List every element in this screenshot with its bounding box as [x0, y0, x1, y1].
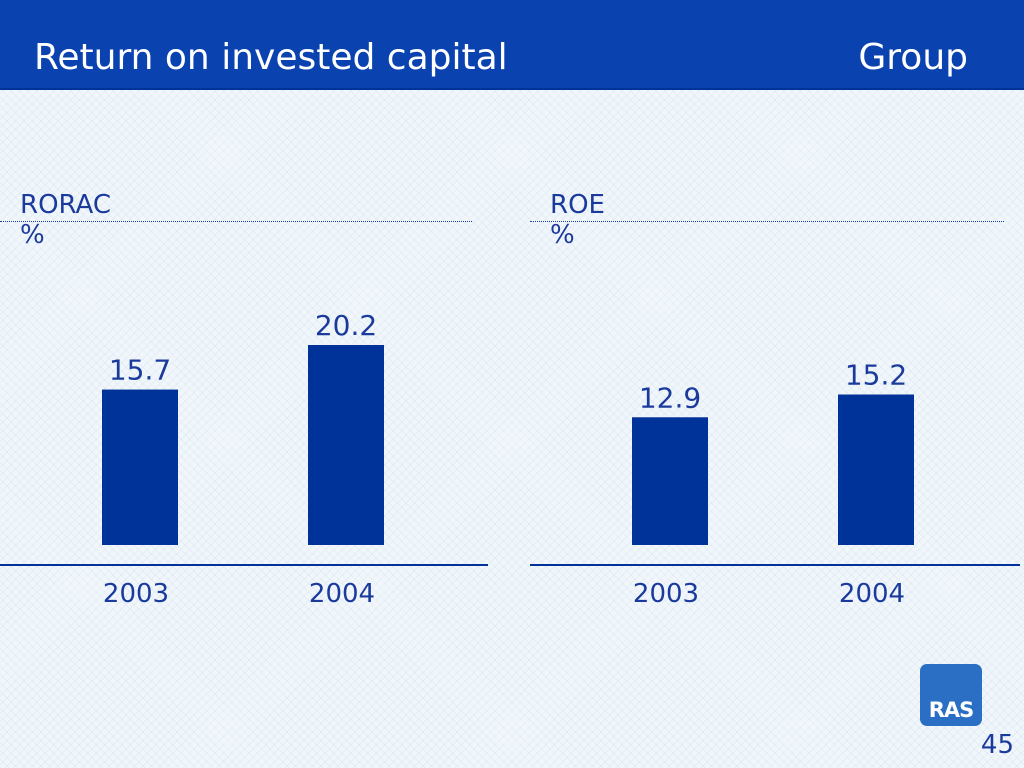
rorac-data-label-2003: 15.7	[109, 354, 171, 387]
group-label: Group	[858, 37, 968, 78]
ras-logo-text: RAS	[928, 698, 975, 722]
roe-tick-label-2003: 2003	[633, 579, 699, 609]
rorac-unit: %	[20, 220, 45, 250]
roe-bar-2003	[632, 417, 708, 545]
rorac-data-label-2004: 20.2	[315, 309, 377, 342]
roe-chart: 12.9 2003 15.2 2004	[530, 359, 1020, 609]
rorac-divider	[0, 221, 472, 222]
page-number: 45	[980, 730, 1014, 760]
slide-header: Return on invested capital Group	[0, 0, 1024, 90]
rorac-tick-label-2004: 2004	[309, 579, 375, 609]
rorac-bar-2003	[102, 389, 178, 545]
roe-divider	[530, 221, 1004, 222]
rorac-bar-2004	[308, 345, 384, 545]
rorac-tick-label-2003: 2003	[103, 579, 169, 609]
roe-tick-label-2004: 2004	[839, 579, 905, 609]
roe-bar-2004	[838, 394, 914, 545]
rorac-chart: 15.7 2003 20.2 2004	[0, 309, 488, 609]
roe-unit: %	[550, 220, 575, 250]
ras-logo: RAS	[920, 664, 982, 726]
slide-title: Return on invested capital	[34, 37, 508, 78]
roe-title: ROE	[550, 190, 605, 220]
roe-data-label-2003: 12.9	[639, 381, 701, 414]
rorac-title: RORAC	[20, 190, 112, 220]
roe-data-label-2004: 15.2	[845, 359, 907, 392]
